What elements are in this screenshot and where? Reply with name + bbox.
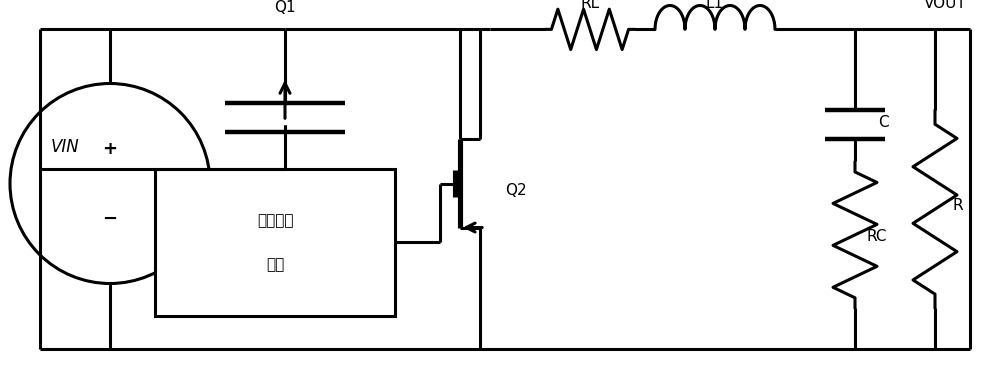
Text: +: + — [103, 139, 118, 157]
Text: R: R — [952, 198, 963, 213]
Text: RC: RC — [866, 229, 887, 244]
Ellipse shape — [10, 84, 210, 283]
Text: Q2: Q2 — [505, 184, 527, 198]
Text: RL: RL — [580, 0, 600, 11]
Text: VOUT: VOUT — [924, 0, 966, 11]
Bar — [155, 169, 395, 316]
Text: Q1: Q1 — [274, 0, 296, 15]
Text: 逻辑: 逻辑 — [266, 257, 284, 272]
Text: 开关控制: 开关控制 — [257, 213, 293, 228]
Text: L1: L1 — [706, 0, 724, 11]
Text: −: − — [102, 210, 118, 228]
Text: C: C — [878, 116, 889, 130]
Text: VIN: VIN — [51, 138, 79, 156]
